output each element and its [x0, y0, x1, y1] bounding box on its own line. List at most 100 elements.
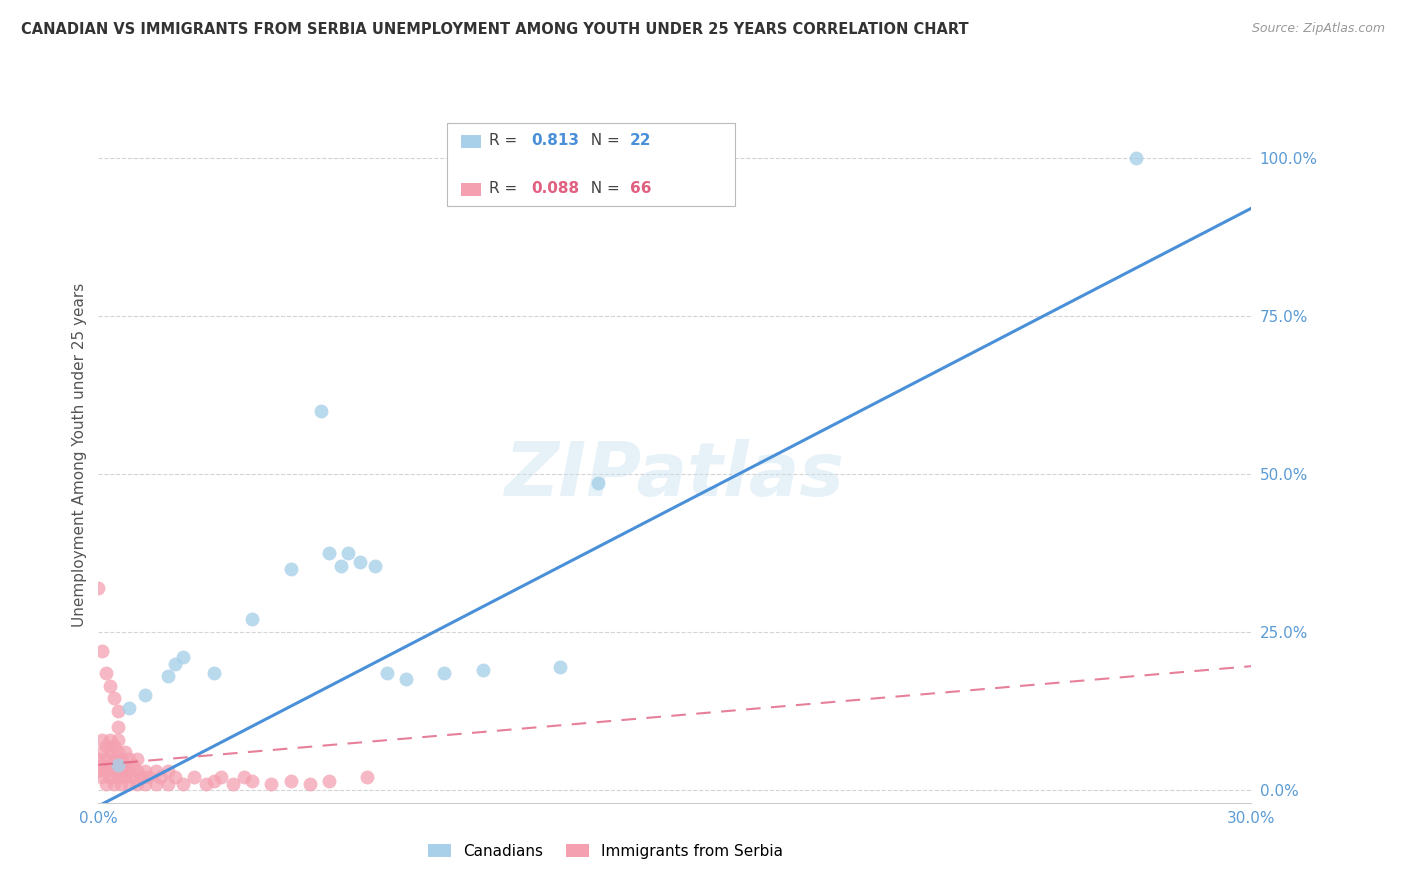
Text: N =: N =: [581, 133, 624, 148]
Point: [202, 773, 225, 788]
Point: [134, 764, 156, 779]
Point: [118, 777, 141, 791]
Point: [172, 777, 194, 791]
Point: [107, 732, 129, 747]
Point: [103, 777, 125, 791]
Text: N =: N =: [581, 181, 624, 196]
Point: [125, 751, 148, 765]
Point: [98, 745, 121, 759]
Point: [471, 663, 494, 677]
Point: [98, 732, 121, 747]
Point: [91, 757, 114, 772]
Point: [138, 771, 160, 785]
Point: [356, 771, 378, 785]
Legend: Canadians, Immigrants from Serbia: Canadians, Immigrants from Serbia: [422, 838, 789, 864]
Point: [91, 732, 114, 747]
Point: [107, 704, 129, 718]
Point: [118, 751, 141, 765]
Point: [118, 764, 141, 779]
Point: [165, 771, 187, 785]
Point: [318, 546, 340, 560]
Point: [240, 612, 263, 626]
Point: [233, 771, 256, 785]
Point: [103, 751, 125, 765]
Point: [318, 773, 340, 788]
Y-axis label: Unemployment Among Youth under 25 years: Unemployment Among Youth under 25 years: [72, 283, 87, 627]
Point: [110, 751, 132, 765]
Point: [122, 771, 145, 785]
Point: [103, 739, 125, 753]
Point: [114, 757, 136, 772]
Point: [107, 757, 129, 772]
Point: [149, 771, 172, 785]
Point: [349, 556, 371, 570]
Point: [586, 476, 609, 491]
Point: [298, 777, 321, 791]
Point: [134, 688, 156, 702]
Point: [364, 558, 387, 573]
Point: [165, 657, 187, 671]
Text: Source: ZipAtlas.com: Source: ZipAtlas.com: [1251, 22, 1385, 36]
Point: [98, 771, 121, 785]
Point: [122, 757, 145, 772]
Point: [240, 773, 263, 788]
Point: [202, 666, 225, 681]
Text: R =: R =: [489, 181, 523, 196]
Point: [280, 773, 302, 788]
Point: [129, 771, 152, 785]
Point: [548, 660, 571, 674]
Point: [114, 771, 136, 785]
Point: [98, 757, 121, 772]
Point: [222, 777, 245, 791]
Point: [110, 764, 132, 779]
Point: [280, 562, 302, 576]
Point: [107, 757, 129, 772]
Point: [87, 764, 110, 779]
Point: [134, 777, 156, 791]
Point: [94, 739, 117, 753]
Point: [395, 673, 418, 687]
Point: [91, 771, 114, 785]
Point: [107, 745, 129, 759]
Point: [107, 720, 129, 734]
Text: 0.088: 0.088: [531, 181, 579, 196]
Point: [94, 751, 117, 765]
Point: [125, 777, 148, 791]
Point: [172, 650, 194, 665]
Point: [1125, 151, 1147, 165]
Point: [183, 771, 205, 785]
Point: [87, 751, 110, 765]
Point: [337, 546, 360, 560]
Point: [260, 777, 283, 791]
Point: [110, 777, 132, 791]
Point: [103, 691, 125, 706]
Text: 66: 66: [630, 181, 651, 196]
Point: [433, 666, 456, 681]
Point: [375, 666, 398, 681]
Point: [114, 745, 136, 759]
Point: [125, 764, 148, 779]
Point: [209, 771, 232, 785]
Point: [311, 403, 333, 417]
Point: [107, 771, 129, 785]
Point: [87, 581, 110, 595]
Text: R =: R =: [489, 133, 523, 148]
Point: [94, 666, 117, 681]
Point: [94, 764, 117, 779]
Text: 22: 22: [630, 133, 651, 148]
Point: [94, 777, 117, 791]
Point: [195, 777, 218, 791]
Point: [98, 679, 121, 693]
Text: ZIPatlas: ZIPatlas: [505, 439, 845, 512]
Point: [156, 669, 179, 683]
Point: [145, 777, 167, 791]
Point: [91, 644, 114, 658]
Point: [156, 777, 179, 791]
Point: [156, 764, 179, 779]
Point: [329, 558, 352, 573]
Point: [103, 764, 125, 779]
Text: 0.813: 0.813: [531, 133, 579, 148]
Point: [91, 745, 114, 759]
Text: CANADIAN VS IMMIGRANTS FROM SERBIA UNEMPLOYMENT AMONG YOUTH UNDER 25 YEARS CORRE: CANADIAN VS IMMIGRANTS FROM SERBIA UNEMP…: [21, 22, 969, 37]
Point: [145, 764, 167, 779]
